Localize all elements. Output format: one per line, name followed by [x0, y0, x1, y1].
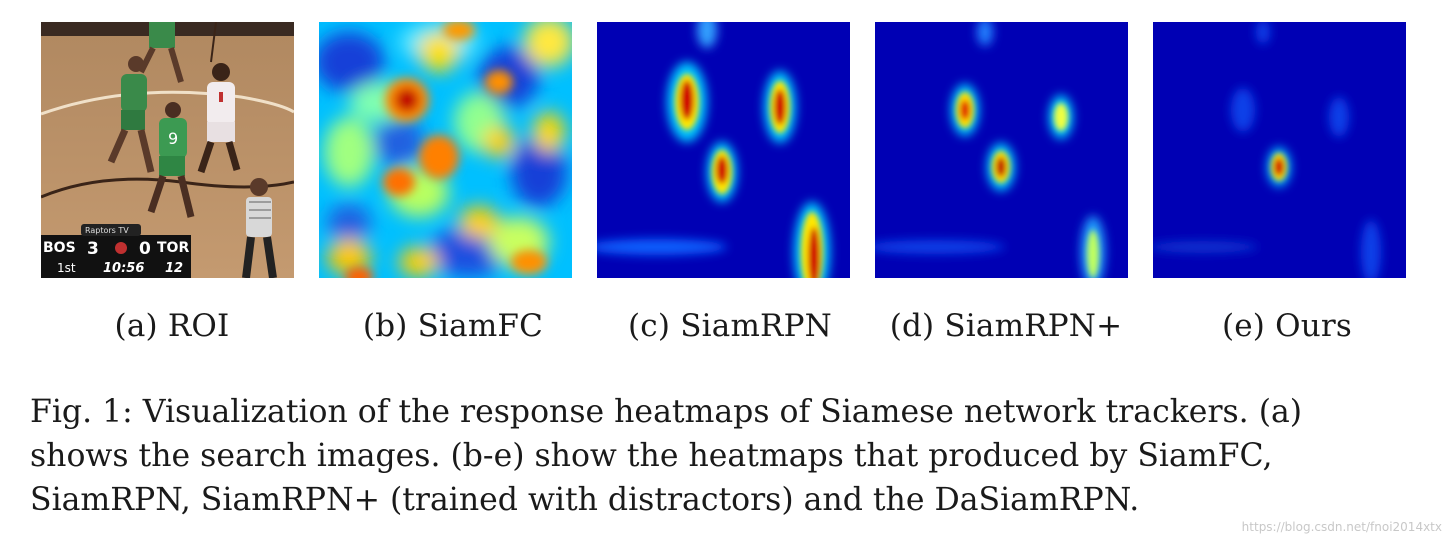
player-green-1 — [107, 56, 155, 173]
ours-heatmap-graphic — [1153, 22, 1406, 278]
subfigure-label-siamfc: (b) SiamFC — [362, 308, 544, 344]
siamfc-heatmap — [319, 22, 572, 278]
scoreboard-team-left: BOS — [43, 240, 76, 256]
siamrpnplus-heatmap — [875, 22, 1128, 278]
subfigure-label-ours: (e) Ours — [1221, 308, 1353, 344]
siamfc-heatmap-graphic — [319, 22, 572, 278]
roi-image: 9 Raptors TV BOS — [41, 22, 294, 278]
scoreboard-score-right: 0 — [139, 239, 151, 259]
ours-heatmap — [1153, 22, 1406, 278]
subfigure-label-roi: (a) ROI — [114, 308, 230, 344]
scoreboard-network: Raptors TV — [85, 226, 129, 235]
watermark: https://blog.csdn.net/fnoi2014xtx — [1241, 520, 1442, 534]
referee — [242, 178, 277, 278]
subfigure-label-siamrpnplus: (d) SiamRPN+ — [889, 308, 1123, 344]
player-green-3 — [138, 22, 184, 83]
scoreboard-team-right: TOR — [157, 240, 189, 256]
player-green-2: 9 — [147, 102, 195, 218]
siamrpnplus-heatmap-graphic — [875, 22, 1128, 278]
scoreboard-clock: 10:56 — [103, 261, 144, 276]
svg-text:9: 9 — [168, 129, 178, 148]
siamrpn-heatmap — [597, 22, 850, 278]
caption-line-2: shows the search images. (b-e) show the … — [30, 438, 1273, 474]
raptors-logo-icon — [115, 242, 127, 254]
siamrpn-heatmap-graphic — [597, 22, 850, 278]
caption-line-3: SiamRPN, SiamRPN+ (trained with distract… — [30, 482, 1140, 518]
scoreboard-score-left: 3 — [87, 239, 99, 259]
basketball-scene-illustration: 9 Raptors TV BOS — [41, 22, 294, 278]
scoreboard: Raptors TV BOS 3 0 TOR 1st 10:56 12 — [41, 224, 191, 278]
player-white — [197, 63, 241, 174]
scoreboard-shot-clock: 12 — [165, 261, 183, 276]
figure-caption: Fig. 1: Visualization of the response he… — [30, 390, 1428, 522]
subfigure-label-siamrpn: (c) SiamRPN — [628, 308, 832, 344]
scoreboard-period: 1st — [57, 261, 76, 275]
caption-line-1: Fig. 1: Visualization of the response he… — [30, 394, 1303, 430]
